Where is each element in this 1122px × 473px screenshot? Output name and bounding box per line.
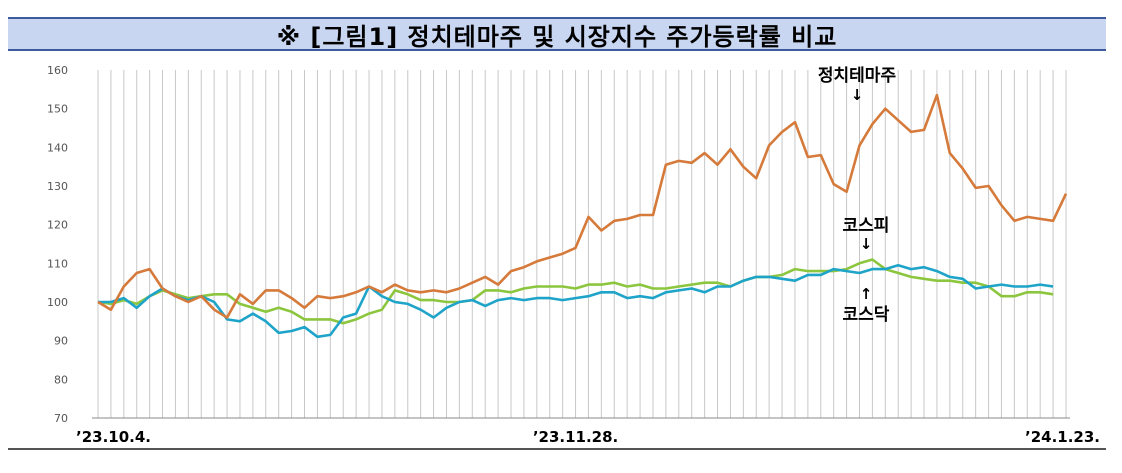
- x-tick-label: ’24.1.23.: [1025, 428, 1100, 446]
- annotation-kospi-label: 코스피: [843, 216, 890, 236]
- x-tick-label: ’23.11.28.: [533, 428, 618, 446]
- y-tick-label: 90: [54, 335, 68, 348]
- y-tick-label: 150: [47, 103, 68, 116]
- y-tick-label: 110: [47, 257, 68, 270]
- annotation-theme-arrow: ↓: [851, 86, 864, 104]
- annotation-theme-label: 정치테마주: [818, 66, 897, 86]
- series-line-theme: [97, 93, 1068, 319]
- annotation-kospi-arrow: ↓: [860, 235, 873, 253]
- y-tick-label: 80: [54, 373, 68, 386]
- annotation-kosdaq-arrow: ↑: [860, 285, 873, 303]
- chart-title-bar: ※ [그림1] 정치테마주 및 시장지수 주가등락률 비교: [8, 17, 1106, 51]
- bottom-rule: [8, 448, 1106, 450]
- y-tick-label: 130: [47, 180, 68, 193]
- y-tick-label: 160: [47, 64, 68, 77]
- annotation-kosdaq-label: 코스닥: [843, 305, 890, 325]
- y-tick-label: 140: [47, 141, 68, 154]
- series-line-kosdaq: [98, 264, 1054, 339]
- y-tick-label: 120: [47, 219, 68, 232]
- series-line-kospi: [97, 258, 1054, 325]
- y-tick-label: 70: [54, 412, 68, 425]
- x-tick-label: ’23.10.4.: [76, 428, 151, 446]
- chart-title: ※ [그림1] 정치테마주 및 시장지수 주가등락률 비교: [276, 22, 838, 51]
- y-tick-label: 100: [47, 296, 68, 309]
